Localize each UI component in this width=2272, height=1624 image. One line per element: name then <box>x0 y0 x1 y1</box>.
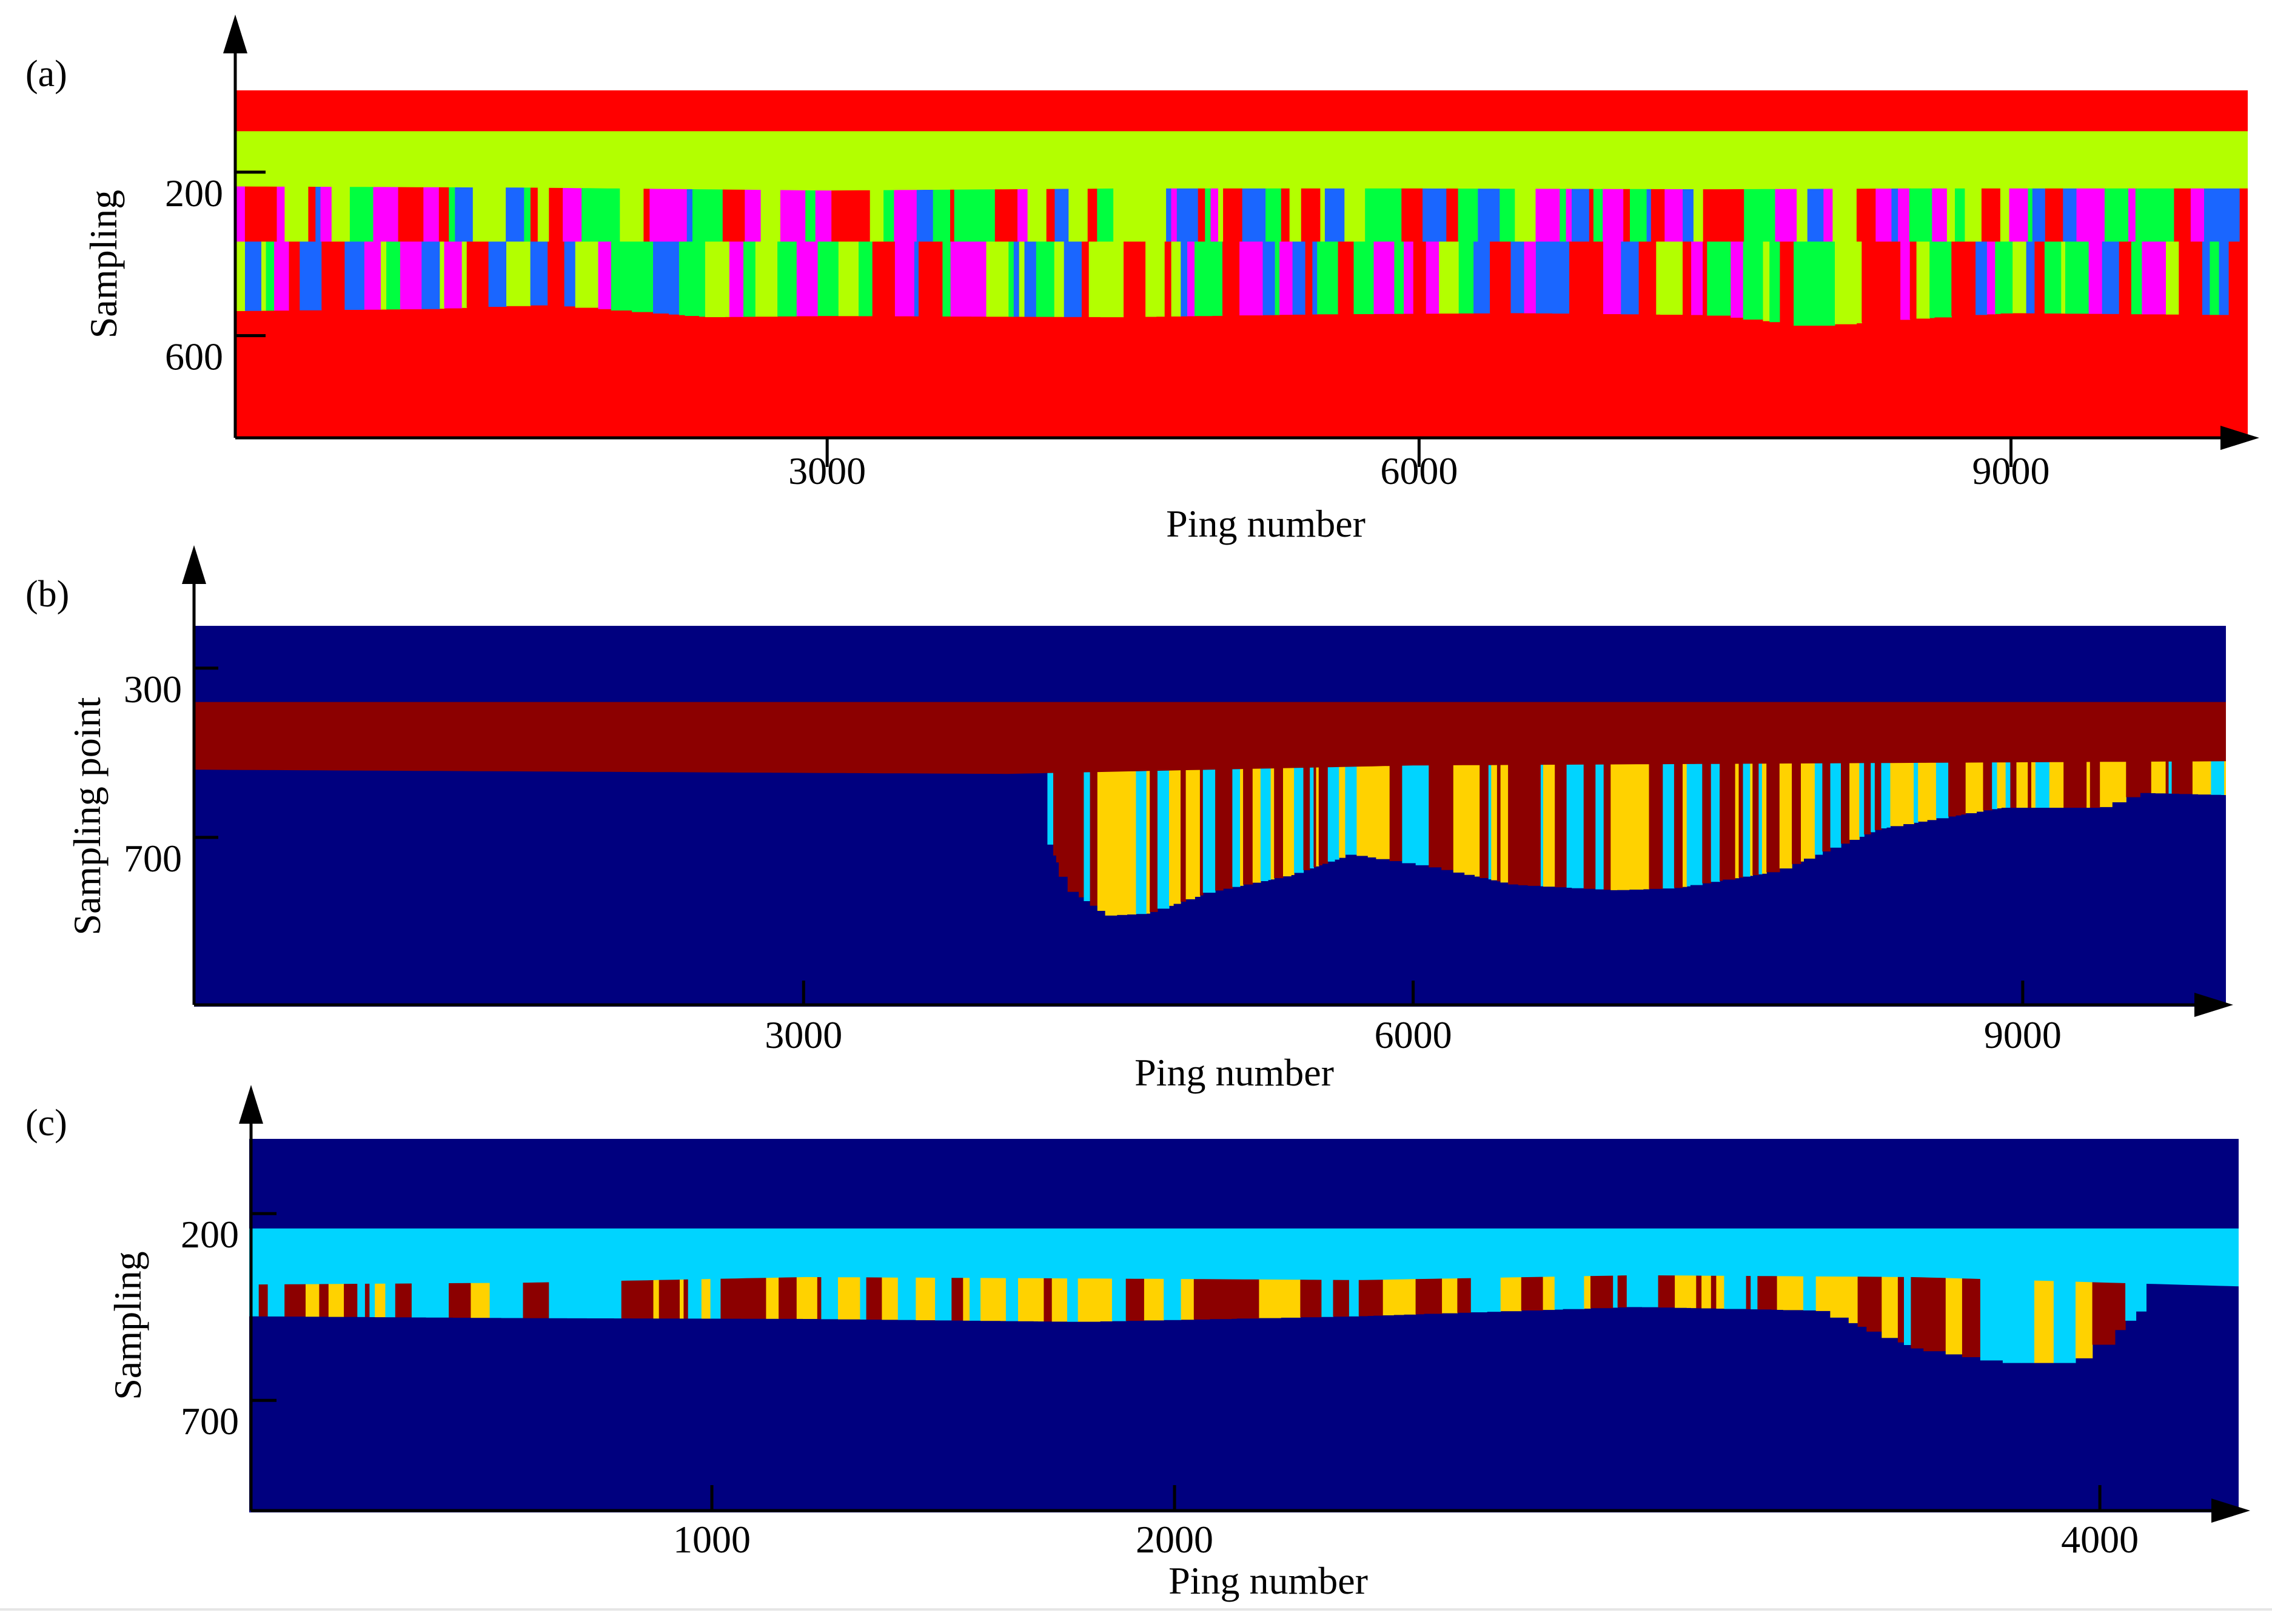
layer-water-column <box>194 626 2226 702</box>
panel-label: (a) <box>25 53 67 95</box>
panel-b: 3000 6000 9000 300 700 (b) Ping number Sampling… <box>25 545 2233 1094</box>
layer-top <box>235 90 2248 132</box>
x-tick-label: 6000 <box>1380 449 1458 492</box>
x-axis-arrow <box>2194 993 2233 1017</box>
panel-label: (b) <box>25 574 69 615</box>
y-tick-label: 700 <box>181 1400 239 1443</box>
x-tick-label: 3000 <box>765 1013 842 1056</box>
plot-area <box>235 90 2248 438</box>
x-tick-label: 3000 <box>788 449 866 492</box>
y-tick-label: 700 <box>124 837 182 880</box>
x-tick-label: 1000 <box>673 1518 751 1561</box>
x-tick-label: 6000 <box>1375 1013 1452 1056</box>
x-axis-title: Ping number <box>1134 1051 1334 1094</box>
plot-area <box>249 1139 2239 1512</box>
y-axis-title: Sampling point <box>65 697 109 935</box>
y-tick-label: 200 <box>165 172 223 215</box>
x-axis-arrow <box>2220 426 2259 450</box>
plot-area <box>194 626 2226 1007</box>
y-axis-arrow <box>182 545 206 584</box>
x-tick-label: 4000 <box>2061 1518 2139 1561</box>
panel-label: (c) <box>25 1102 67 1144</box>
y-tick-label: 200 <box>181 1213 239 1256</box>
x-tick-label: 9000 <box>1984 1013 2062 1056</box>
x-tick-label: 2000 <box>1136 1518 1213 1561</box>
x-tick-label: 9000 <box>1972 449 2050 492</box>
panel-c: 1000 2000 4000 200 700 (c) Ping number Sampling <box>25 1085 2250 1602</box>
panel-a: 3000 6000 9000 200 600 (a) Ping number Sampling <box>25 15 2259 545</box>
x-axis-arrow <box>2211 1498 2250 1523</box>
y-axis-title: Sampling <box>106 1251 149 1400</box>
y-axis-arrow <box>223 15 247 53</box>
y-tick-label: 300 <box>124 668 182 711</box>
x-axis-title: Ping number <box>1166 502 1366 545</box>
y-axis-arrow <box>239 1085 263 1124</box>
y-axis-title: Sampling <box>82 190 125 338</box>
layer-water-column <box>249 1139 2239 1229</box>
x-axis-title: Ping number <box>1168 1559 1368 1602</box>
y-tick-label: 600 <box>165 335 223 378</box>
